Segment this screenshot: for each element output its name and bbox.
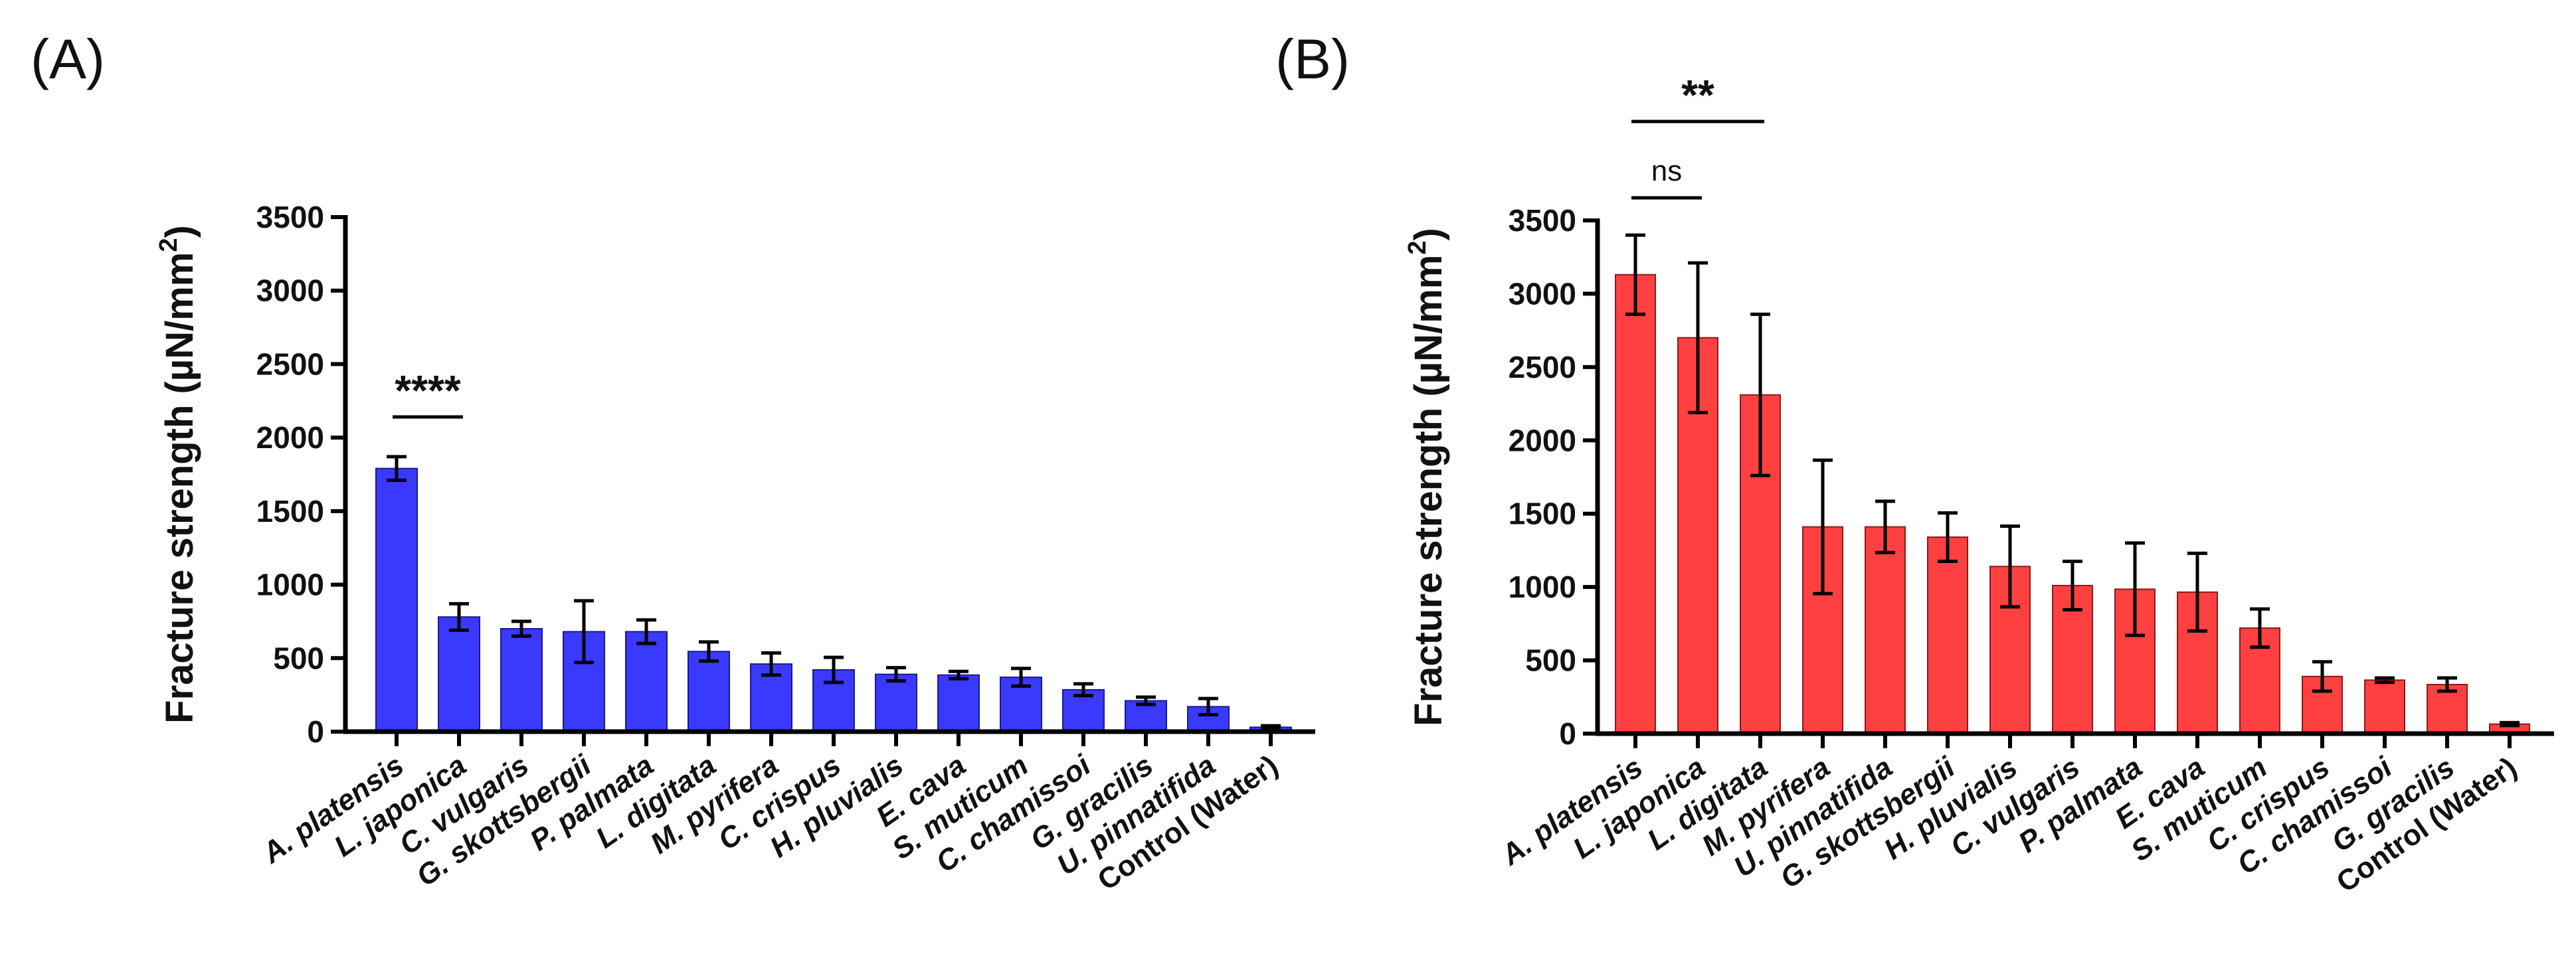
bar-a-2 (500, 628, 543, 732)
error-bar-a-11 (1073, 682, 1093, 698)
error-bar-a-7 (824, 655, 844, 684)
error-bar-b-12 (2375, 676, 2395, 684)
y-tick-label-b-0: 0 (1559, 716, 1576, 751)
error-bar-b-6 (2000, 524, 2020, 609)
error-bar-a-2 (511, 619, 531, 638)
y-tick-label-b-4: 2000 (1509, 423, 1576, 457)
y-axis-title-sup-a: 2 (155, 238, 183, 252)
y-tick-label-a-5: 2500 (256, 347, 324, 381)
error-bar-b-11 (2312, 660, 2332, 693)
error-bar-a-6 (761, 651, 781, 677)
y-axis-title-sup-b: 2 (1404, 240, 1431, 254)
error-bar-a-10 (1011, 667, 1031, 688)
error-bar-a-14 (1261, 724, 1281, 731)
y-tick-label-b-2: 1000 (1509, 570, 1576, 604)
y-tick-label-a-6: 3000 (256, 274, 324, 308)
error-bar-b-7 (2063, 559, 2082, 611)
error-bar-b-13 (2437, 676, 2457, 693)
error-bar-a-5 (699, 640, 719, 663)
y-axis-title-end-a: ) (158, 225, 201, 238)
error-bar-b-14 (2500, 720, 2520, 728)
error-bar-a-3 (574, 599, 594, 665)
bar-b-12 (2364, 679, 2405, 734)
y-tick-label-a-1: 500 (273, 641, 324, 675)
y-tick-label-a-7: 3500 (256, 200, 324, 234)
error-bar-a-4 (636, 618, 656, 645)
error-bar-a-8 (886, 666, 906, 683)
y-axis-title-main-a: Fracture strength (µN/mm (158, 252, 201, 724)
bar-b-0 (1615, 274, 1656, 734)
sig-label-b-1: ** (1681, 71, 1714, 119)
y-axis-title-a: Fracture strength (µN/mm2) (155, 225, 201, 724)
error-bar-b-1 (1688, 261, 1708, 414)
error-bar-a-9 (949, 669, 968, 681)
y-tick-label-a-0: 0 (307, 714, 324, 749)
y-tick-label-b-6: 3000 (1509, 276, 1576, 311)
bar-b-5 (1927, 536, 1968, 735)
error-bar-a-13 (1198, 696, 1218, 717)
error-bar-b-5 (1938, 511, 1958, 563)
y-tick-label-a-4: 2000 (256, 420, 324, 455)
error-bar-a-0 (387, 455, 407, 482)
y-axis-title-main-b: Fracture strength (µN/mm (1407, 255, 1450, 726)
bar-a-5 (688, 651, 730, 732)
sig-label-a-0: **** (395, 366, 461, 414)
error-bar-b-10 (2250, 607, 2270, 649)
panel-a-label: (A) (31, 28, 105, 90)
bar-b-4 (1865, 526, 1906, 734)
y-axis-title-b: Fracture strength (µN/mm2) (1404, 228, 1450, 726)
error-bar-b-2 (1750, 312, 1770, 477)
error-bar-a-12 (1136, 695, 1156, 706)
y-axis-title-end-b: ) (1407, 228, 1450, 240)
error-bar-b-9 (2187, 551, 2207, 633)
y-tick-label-a-3: 1500 (256, 494, 324, 528)
bar-a-0 (375, 467, 418, 733)
error-bar-b-0 (1625, 233, 1645, 316)
bar-a-8 (875, 673, 917, 733)
y-tick-label-b-1: 500 (1525, 643, 1576, 678)
y-tick-label-a-2: 1000 (256, 568, 324, 602)
y-tick-label-b-7: 3500 (1509, 203, 1576, 238)
bar-a-1 (438, 616, 480, 732)
bar-a-4 (625, 631, 668, 733)
error-bar-b-8 (2125, 541, 2145, 637)
bar-a-9 (937, 674, 980, 732)
error-bar-a-1 (449, 602, 469, 632)
error-bar-b-4 (1875, 499, 1895, 554)
panel-b-label: (B) (1275, 28, 1350, 90)
y-tick-label-b-3: 1500 (1509, 497, 1576, 531)
sig-label-b-0: ns (1651, 155, 1682, 187)
error-bar-b-3 (1813, 458, 1833, 596)
y-tick-label-b-5: 2500 (1509, 350, 1576, 384)
